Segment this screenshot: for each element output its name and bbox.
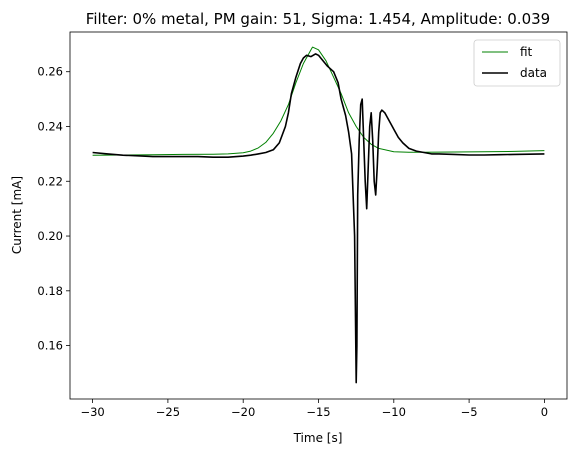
y-tick-label: 0.20 [37, 229, 63, 243]
legend-label-data: data [520, 66, 547, 80]
x-tick-label: −25 [156, 405, 180, 419]
y-tick-label: 0.16 [37, 339, 63, 353]
y-tick-label: 0.26 [37, 65, 63, 79]
y-tick-label: 0.22 [37, 174, 63, 188]
legend: fit data [473, 39, 561, 87]
x-tick-label: −30 [80, 405, 104, 419]
y-tick-label: 0.18 [37, 284, 63, 298]
chart-title: Filter: 0% metal, PM gain: 51, Sigma: 1.… [86, 10, 550, 28]
x-tick-label: −5 [461, 405, 478, 419]
series-line-fit [92, 46, 545, 156]
y-tick-label: 0.24 [37, 119, 63, 133]
x-tick-label: −20 [231, 405, 255, 419]
legend-box [473, 39, 561, 87]
x-axis-ticks: −30 −25 −20 −15 −10 −5 0 [80, 399, 548, 419]
y-axis-ticks: 0.16 0.18 0.20 0.22 0.24 0.26 [37, 65, 70, 353]
x-tick-label: −15 [306, 405, 330, 419]
series-layer [92, 46, 545, 384]
plot-frame [69, 31, 568, 400]
legend-label-fit: fit [520, 45, 533, 59]
x-axis-label: Time [s] [293, 431, 343, 445]
series-line-data [92, 53, 545, 384]
y-axis-label: Current [mA] [10, 176, 24, 254]
x-tick-label: 0 [541, 405, 548, 419]
x-tick-label: −10 [382, 405, 406, 419]
